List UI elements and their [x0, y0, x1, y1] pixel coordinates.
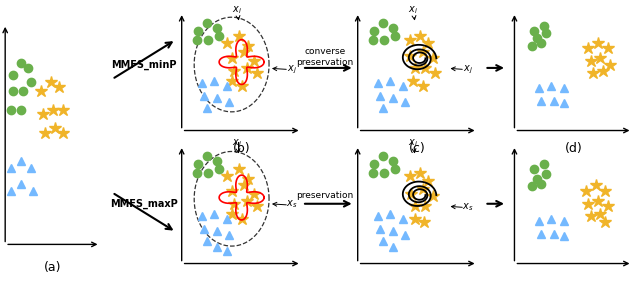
- Text: (c): (c): [409, 142, 426, 155]
- Text: $x_i$: $x_i$: [232, 137, 241, 149]
- Text: $x_j$: $x_j$: [463, 63, 472, 76]
- Text: MMFS_maxP: MMFS_maxP: [110, 199, 178, 209]
- Text: (b): (b): [233, 142, 250, 155]
- Text: preservation: preservation: [296, 191, 354, 200]
- Text: $x_s$: $x_s$: [462, 201, 473, 213]
- Text: $x_i$: $x_i$: [408, 4, 417, 16]
- Text: (a): (a): [44, 261, 61, 274]
- Text: converse
preservation: converse preservation: [296, 46, 354, 67]
- Text: $x_i$: $x_i$: [408, 137, 417, 149]
- Text: $x_s$: $x_s$: [286, 198, 297, 210]
- Text: MMFS_minP: MMFS_minP: [111, 60, 177, 70]
- Text: $x_i$: $x_i$: [232, 4, 241, 16]
- Text: (d): (d): [564, 142, 582, 155]
- Text: $x_j$: $x_j$: [287, 63, 296, 76]
